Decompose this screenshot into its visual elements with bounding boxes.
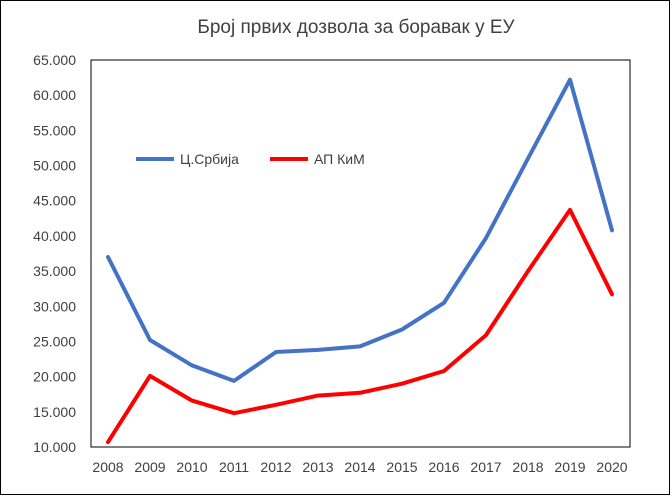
x-tick-label: 2018 [512,459,543,475]
x-tick-label: 2008 [92,459,123,475]
x-tick-label: 2013 [302,459,333,475]
series-lines [106,77,614,445]
series-line-1 [106,77,614,383]
legend-label: АП КиМ [314,151,365,167]
y-tick-label: 30.000 [33,298,76,314]
x-tick-label: 2016 [428,459,459,475]
y-tick-label: 15.000 [33,404,76,420]
y-tick-label: 40.000 [33,228,76,244]
x-tick-label: 2015 [386,459,417,475]
y-axis-ticks: 10.000 15.000 20.000 25.000 30.000 35.000 40.0… [33,52,76,455]
x-tick-label: 2011 [219,459,249,475]
legend: Ц.Србија АП КиМ [136,151,365,167]
y-tick-label: 10.000 [33,439,76,455]
plot-area [90,59,631,448]
x-tick-label: 2020 [596,459,627,475]
series-line-2 [106,207,614,445]
x-tick-label: 2010 [176,459,207,475]
x-tick-label: 2014 [344,459,375,475]
y-tick-label: 20.000 [33,369,76,385]
x-tick-label: 2012 [260,459,291,475]
legend-label: Ц.Србија [180,151,239,167]
x-tick-label: 2017 [470,459,501,475]
x-tick-label: 2019 [554,459,585,475]
chart-title: Број првих дозвола за боравак у ЕУ [197,17,515,38]
y-tick-label: 35.000 [33,263,76,279]
y-tick-label: 50.000 [33,158,76,174]
y-tick-label: 55.000 [33,122,76,138]
y-tick-label: 45.000 [33,193,76,209]
y-tick-label: 25.000 [33,333,76,349]
y-tick-label: 60.000 [33,87,76,103]
x-axis-ticks: 2008 2009 2010 2011 2012 2013 2014 2015 2016 2017… [92,459,627,475]
x-tick-label: 2009 [134,459,165,475]
y-tick-label: 65.000 [33,52,76,68]
